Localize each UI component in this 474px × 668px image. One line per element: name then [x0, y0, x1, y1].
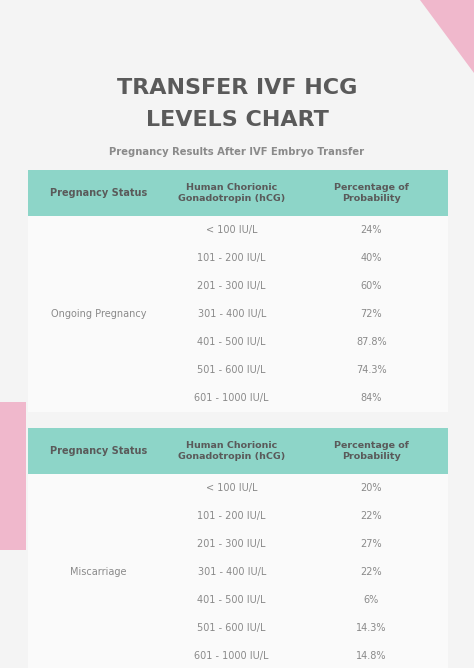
Text: 501 - 600 IU/L: 501 - 600 IU/L [198, 623, 266, 633]
Text: TRANSFER IVF HCG: TRANSFER IVF HCG [117, 78, 357, 98]
Text: < 100 IU/L: < 100 IU/L [206, 225, 257, 235]
Text: 40%: 40% [361, 253, 382, 263]
Text: 201 - 300 IU/L: 201 - 300 IU/L [198, 539, 266, 549]
Bar [0, 402, 26, 550]
Text: 101 - 200 IU/L: 101 - 200 IU/L [198, 511, 266, 521]
Text: 14.3%: 14.3% [356, 623, 387, 633]
Text: 87.8%: 87.8% [356, 337, 387, 347]
Text: Miscarriage: Miscarriage [70, 567, 127, 577]
Text: 301 - 400 IU/L: 301 - 400 IU/L [198, 567, 266, 577]
Text: Human Chorionic
Gonadotropin (hCG): Human Chorionic Gonadotropin (hCG) [178, 441, 285, 462]
Bar [28, 474, 448, 668]
Text: 401 - 500 IU/L: 401 - 500 IU/L [198, 337, 266, 347]
Text: Pregnancy Status: Pregnancy Status [50, 188, 147, 198]
Polygon shape [340, 0, 474, 73]
Bar [28, 216, 448, 412]
Bar [28, 170, 448, 216]
Text: 27%: 27% [361, 539, 382, 549]
Text: 14.8%: 14.8% [356, 651, 387, 661]
Text: 601 - 1000 IU/L: 601 - 1000 IU/L [194, 393, 269, 403]
Text: 601 - 1000 IU/L: 601 - 1000 IU/L [194, 651, 269, 661]
Text: 84%: 84% [361, 393, 382, 403]
Text: 401 - 500 IU/L: 401 - 500 IU/L [198, 595, 266, 605]
Text: Pregnancy Status: Pregnancy Status [50, 446, 147, 456]
Text: 22%: 22% [361, 567, 382, 577]
Text: 22%: 22% [361, 511, 382, 521]
Text: Percentage of
Probability: Percentage of Probability [334, 182, 409, 203]
Text: Ongoing Pregnancy: Ongoing Pregnancy [51, 309, 146, 319]
Text: 60%: 60% [361, 281, 382, 291]
Text: Pregnancy Results After IVF Embryo Transfer: Pregnancy Results After IVF Embryo Trans… [109, 147, 365, 157]
Text: < 100 IU/L: < 100 IU/L [206, 483, 257, 493]
Text: 74.3%: 74.3% [356, 365, 387, 375]
Text: 20%: 20% [361, 483, 382, 493]
Text: Human Chorionic
Gonadotropin (hCG): Human Chorionic Gonadotropin (hCG) [178, 182, 285, 203]
Text: 301 - 400 IU/L: 301 - 400 IU/L [198, 309, 266, 319]
Text: 6%: 6% [364, 595, 379, 605]
Text: 101 - 200 IU/L: 101 - 200 IU/L [198, 253, 266, 263]
Text: LEVELS CHART: LEVELS CHART [146, 110, 328, 130]
Text: 201 - 300 IU/L: 201 - 300 IU/L [198, 281, 266, 291]
Text: 72%: 72% [361, 309, 382, 319]
Text: 501 - 600 IU/L: 501 - 600 IU/L [198, 365, 266, 375]
Text: Percentage of
Probability: Percentage of Probability [334, 441, 409, 462]
Bar [28, 428, 448, 474]
Text: 24%: 24% [361, 225, 382, 235]
